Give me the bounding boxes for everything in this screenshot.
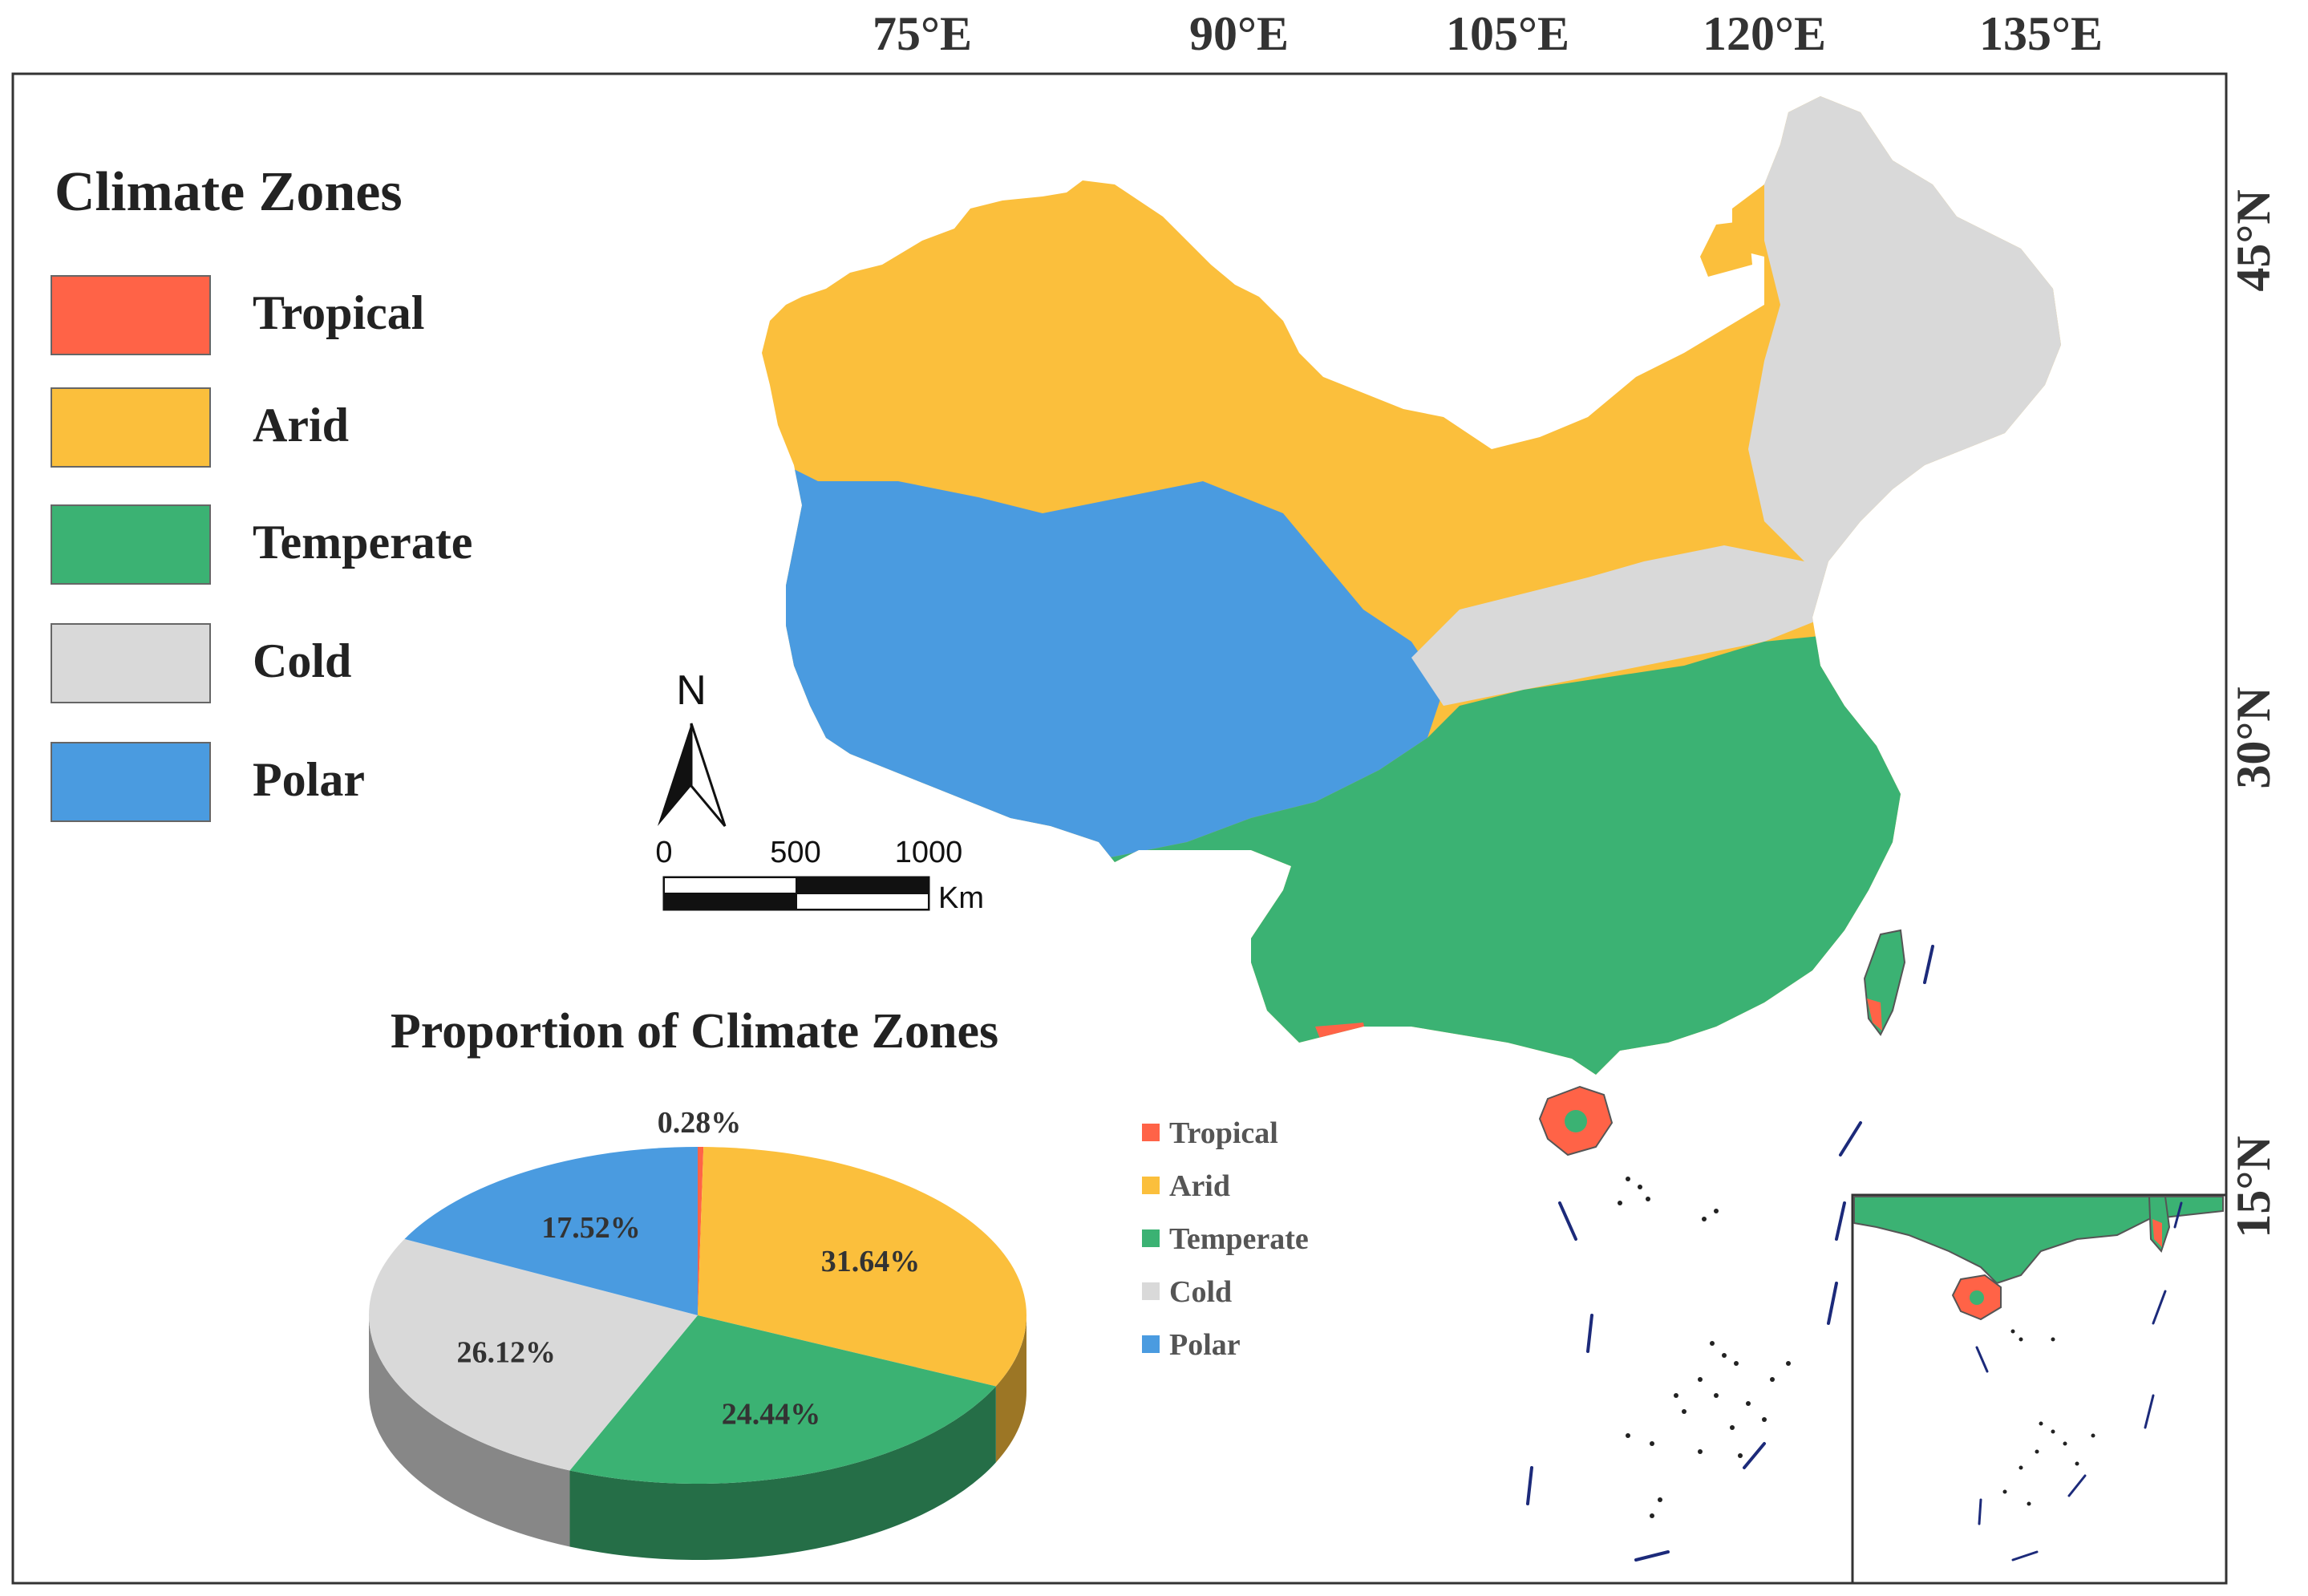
- legend-item-cold: Cold: [51, 623, 351, 703]
- taiwan-tropical-tip: [1867, 999, 1882, 1031]
- map-frame: [11, 72, 2228, 1585]
- pie-legend-label-tropical: Tropical: [1169, 1116, 1278, 1150]
- inset-hainan-core: [1970, 1290, 1984, 1305]
- maritime-boundary: [1526, 945, 1934, 1562]
- pie-legend-swatch-tropical: [1142, 1124, 1160, 1141]
- inset-mainland-temperate: [1853, 1196, 2224, 1285]
- taiwan-island: [1863, 929, 1906, 1036]
- inset-boundary-dashes: [1975, 1201, 2183, 1562]
- pie-slice-cold: [368, 1238, 698, 1471]
- scale-bar-seg-1: [663, 877, 797, 894]
- pie-chart: Proportion of Climate Zones 0.28% 31.64% 2…: [368, 1004, 1027, 1560]
- inset-map: [1851, 1193, 2228, 1585]
- pie-label-temperate: 24.44%: [722, 1397, 821, 1431]
- pie-legend-swatch-cold: [1142, 1282, 1160, 1300]
- pie-side-cold: [368, 1315, 570, 1547]
- lon-label-120: 120°E: [1703, 7, 1826, 60]
- north-arrow: N: [658, 667, 727, 827]
- north-arrow-label: N: [676, 667, 707, 714]
- legend-swatch-tropical: [51, 275, 211, 355]
- inset-islands: [2002, 1329, 2095, 1506]
- pie-slice-temperate: [569, 1315, 996, 1484]
- pie-slice-polar: [404, 1147, 698, 1315]
- lon-label-135: 135°E: [1979, 7, 2103, 60]
- pie-legend-swatch-arid: [1142, 1177, 1160, 1194]
- north-arrow-left-half: [658, 723, 691, 826]
- zone-arid-northeast-patch: [1700, 221, 1752, 277]
- pie-legend-label-cold: Cold: [1169, 1275, 1232, 1309]
- legend-item-tropical: Tropical: [51, 275, 424, 355]
- legend-item-polar: Polar: [51, 742, 365, 822]
- scale-unit: Km: [938, 881, 984, 915]
- legend-swatch-arid: [51, 387, 211, 468]
- pie-label-arid: 31.64%: [821, 1245, 921, 1278]
- pie-label-polar: 17.52%: [541, 1211, 641, 1245]
- legend: Climate Zones Tropical Arid Temperate Co…: [51, 161, 472, 822]
- legend-swatch-polar: [51, 742, 211, 822]
- lat-label-45: 45°N: [2227, 189, 2280, 291]
- scale-bar-seg-3: [796, 877, 929, 893]
- zone-cold-northeast: [1748, 96, 2061, 642]
- legend-label-polar: Polar: [253, 753, 365, 806]
- pie-side-temperate: [569, 1386, 996, 1560]
- lon-label-105: 105°E: [1446, 7, 1569, 60]
- pie-legend-label-polar: Polar: [1169, 1328, 1241, 1362]
- legend-label-cold: Cold: [253, 634, 351, 687]
- scale-tick-1000: 1000: [895, 836, 963, 869]
- hainan-temperate-core: [1565, 1110, 1587, 1132]
- lat-label-30: 30°N: [2227, 687, 2280, 788]
- zone-polar: [762, 449, 1444, 858]
- legend-label-arid: Arid: [253, 399, 349, 452]
- lon-label-75: 75°E: [873, 7, 972, 60]
- scale-bar-seg-4: [796, 893, 929, 910]
- pie-side-arid: [995, 1315, 1026, 1463]
- legend-label-temperate: Temperate: [253, 516, 472, 569]
- pie-labels: 0.28% 31.64% 24.44% 26.12% 17.52%: [457, 1106, 921, 1431]
- pie-legend-label-arid: Arid: [1169, 1169, 1230, 1203]
- pie-sides: [368, 1315, 1026, 1560]
- scale-tick-500: 500: [770, 836, 820, 869]
- inset-taiwan-tropical: [2152, 1219, 2162, 1247]
- pie-legend-swatch-polar: [1142, 1335, 1160, 1353]
- longitude-labels: 75°E 90°E 105°E 120°E 135°E: [873, 7, 2103, 60]
- pie-slice-tropical: [698, 1147, 704, 1315]
- pie-label-tropical: 0.28%: [658, 1106, 742, 1140]
- legend-title: Climate Zones: [55, 161, 403, 223]
- legend-label-tropical: Tropical: [253, 286, 424, 339]
- legend-item-temperate: Temperate: [51, 504, 472, 585]
- legend-swatch-temperate: [51, 504, 211, 585]
- north-arrow-right-half: [690, 723, 727, 827]
- pie-legend-swatch-temperate: [1142, 1229, 1160, 1247]
- pie-slices: [368, 1147, 1027, 1484]
- pie-legend: Tropical Arid Temperate Cold Polar: [1142, 1116, 1309, 1362]
- south-sea-islands: [1618, 1177, 1791, 1518]
- scale-bar: 0 500 1000 Km: [655, 836, 984, 915]
- inset-frame: [1851, 1193, 2228, 1585]
- pie-legend-label-temperate: Temperate: [1169, 1222, 1309, 1256]
- china-climate-map: [762, 96, 2061, 1075]
- scale-bar-seg-2: [664, 893, 796, 909]
- pie-slice-arid: [698, 1147, 1027, 1387]
- lat-label-15: 15°N: [2227, 1136, 2280, 1238]
- zone-cold-transition: [1411, 545, 1844, 706]
- pie-label-cold: 26.12%: [457, 1336, 557, 1370]
- legend-swatch-cold: [51, 623, 211, 703]
- lon-label-90: 90°E: [1189, 7, 1289, 60]
- scale-tick-0: 0: [655, 836, 672, 869]
- legend-item-arid: Arid: [51, 387, 349, 468]
- zone-tropical-coast: [1315, 1023, 1367, 1047]
- latitude-labels: 45°N 30°N 15°N: [2227, 189, 2280, 1238]
- pie-title: Proportion of Climate Zones: [391, 1004, 998, 1059]
